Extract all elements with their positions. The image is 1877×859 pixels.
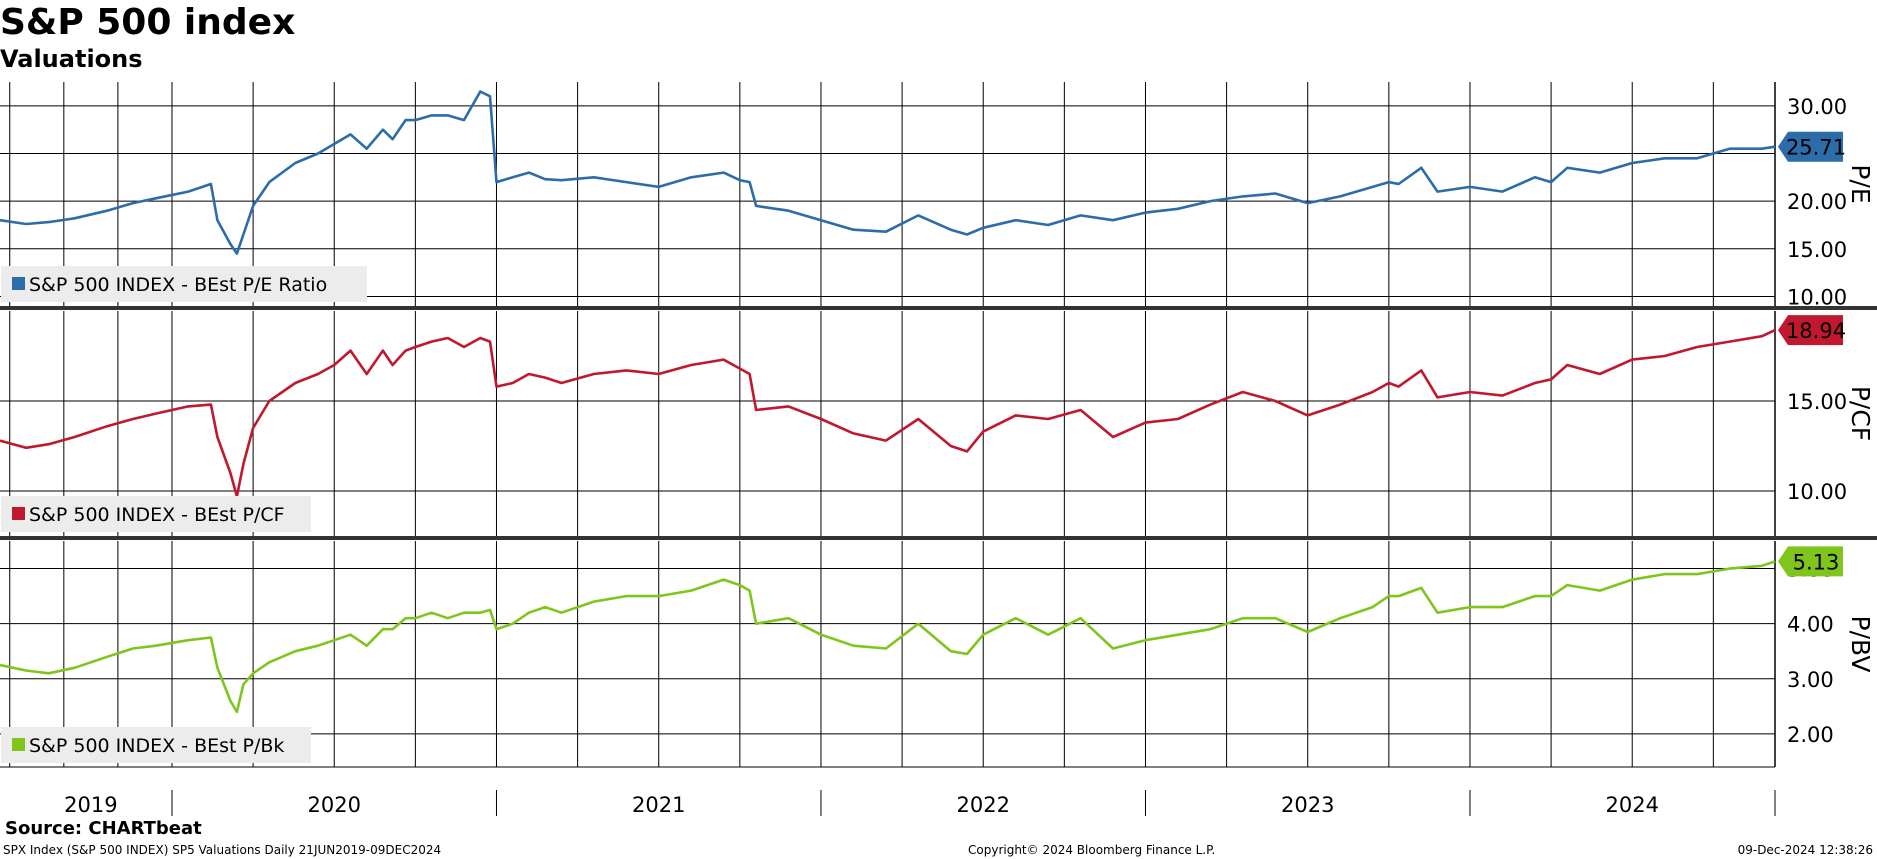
legend-label: S&P 500 INDEX - BEst P/CF (29, 504, 285, 526)
source-label: Source: CHARTbeat (5, 818, 202, 839)
legend-label: S&P 500 INDEX - BEst P/Bk (29, 735, 284, 757)
series-line (0, 328, 1776, 498)
last-value-badge (1778, 131, 1843, 162)
y-axis-label: P/CF (1846, 386, 1875, 441)
y-tick-label: 15.00 (1787, 390, 1847, 414)
x-year-label: 2021 (632, 793, 685, 817)
legend-swatch (12, 738, 25, 751)
footer-series-info: SPX Index (S&P 500 INDEX) SP5 Valuations… (3, 843, 442, 857)
last-value-label: 5.13 (1793, 550, 1840, 574)
footer-copyright: Copyright© 2024 Bloomberg Finance L.P. (968, 843, 1216, 857)
x-year-label: 2022 (957, 793, 1010, 817)
panel-separator (0, 306, 1877, 310)
y-tick-label: 10.00 (1787, 285, 1847, 309)
y-tick-label: 2.00 (1787, 723, 1834, 747)
last-value-label: 25.71 (1786, 136, 1846, 160)
legend-box (1, 727, 311, 763)
y-tick-label: 30.00 (1787, 95, 1847, 119)
x-year-label: 2019 (64, 793, 117, 817)
last-value-badge (1778, 546, 1843, 577)
y-axis-label: P/E (1846, 164, 1875, 203)
series-line (0, 560, 1776, 714)
legend-box (1, 496, 311, 532)
legend-swatch (12, 277, 25, 290)
last-value-label: 18.94 (1786, 319, 1846, 343)
series-line (0, 90, 1776, 255)
y-tick-label: 10.00 (1787, 480, 1847, 504)
y-axis-label: P/BV (1846, 616, 1875, 673)
y-tick-label: 20.00 (1787, 190, 1847, 214)
footer-timestamp: 09-Dec-2024 12:38:26 (1737, 843, 1873, 857)
x-year-label: 2024 (1605, 793, 1658, 817)
panel-separator (0, 536, 1877, 540)
y-tick-label: 15.00 (1787, 238, 1847, 262)
legend-label: S&P 500 INDEX - BEst P/E Ratio (29, 274, 327, 296)
y-tick-label: 4.00 (1787, 613, 1834, 637)
chart-subtitle: Valuations (0, 45, 143, 73)
x-year-label: 2020 (308, 793, 361, 817)
legend-box (1, 266, 367, 302)
legend-swatch (12, 507, 25, 520)
x-year-label: 2023 (1281, 793, 1334, 817)
chart-title: S&P 500 index (0, 2, 296, 43)
y-tick-label: 3.00 (1787, 668, 1834, 692)
last-value-badge (1778, 315, 1843, 346)
